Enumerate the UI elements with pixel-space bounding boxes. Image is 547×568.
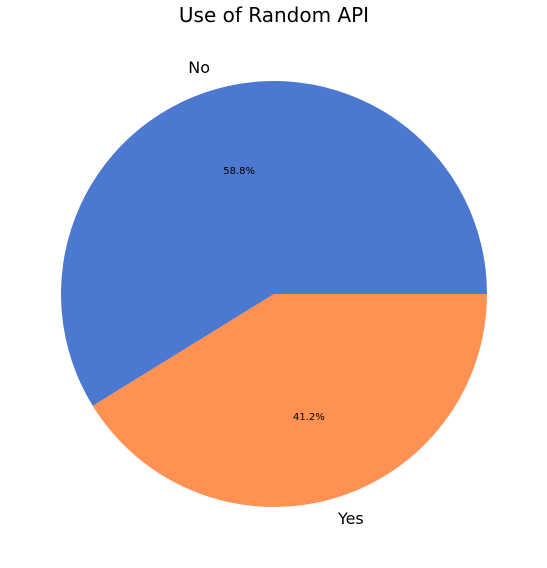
pie-slices bbox=[61, 81, 488, 508]
slice-label-yes: Yes bbox=[337, 509, 364, 528]
pie-slice-no bbox=[61, 81, 487, 406]
slice-percent-no: 58.8% bbox=[223, 166, 255, 177]
slice-percent-yes: 41.2% bbox=[293, 412, 325, 423]
chart-title: Use of Random API bbox=[179, 3, 369, 27]
slice-label-no: No bbox=[188, 58, 210, 77]
pie-slice-yes bbox=[92, 294, 488, 508]
pie-labels: No 58.8% Yes 41.2% bbox=[188, 58, 363, 528]
